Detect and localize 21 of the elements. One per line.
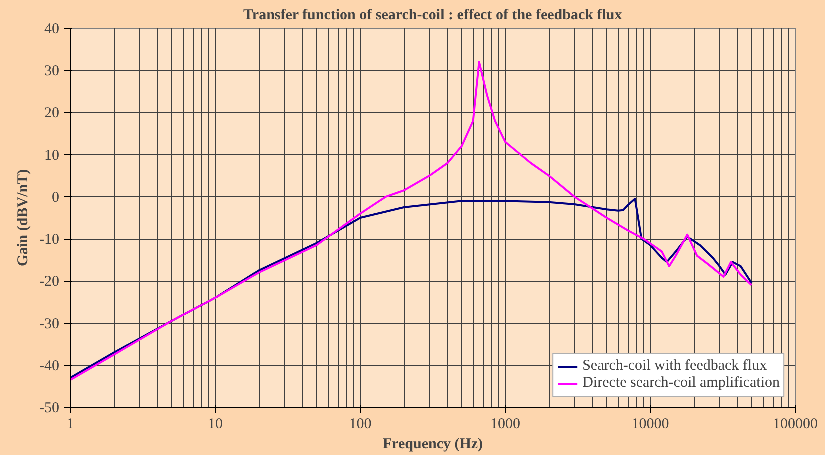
x-tick-label: 10 (208, 416, 223, 432)
y-tick-label: 10 (44, 148, 60, 164)
x-axis-title: Frequency (Hz) (382, 436, 484, 452)
y-tick-label: -20 (40, 274, 60, 290)
y-axis-title: Gain (dBV/nT) (16, 169, 32, 267)
y-tick-label: 0 (52, 190, 60, 206)
y-tick-label: 40 (44, 22, 60, 38)
y-tick-label: -30 (40, 316, 60, 332)
y-tick-label: -50 (40, 400, 60, 416)
x-tick-label: 100 (349, 416, 372, 432)
chart-title: Transfer function of search-coil : effect of the feedback flux (244, 8, 623, 24)
legend-label: Directe search-coil amplification (582, 375, 780, 392)
y-tick-label: -40 (40, 358, 60, 374)
x-tick-label: 100000 (773, 416, 818, 432)
y-tick-label: -10 (40, 232, 60, 248)
legend-label: Search-coil with feedback flux (582, 358, 768, 375)
y-tick-label: 20 (44, 106, 60, 122)
y-tick-label: 30 (44, 64, 60, 80)
x-tick-label: 1 (66, 416, 74, 432)
x-tick-label: 10000 (632, 416, 670, 432)
x-tick-label: 1000 (490, 416, 520, 432)
